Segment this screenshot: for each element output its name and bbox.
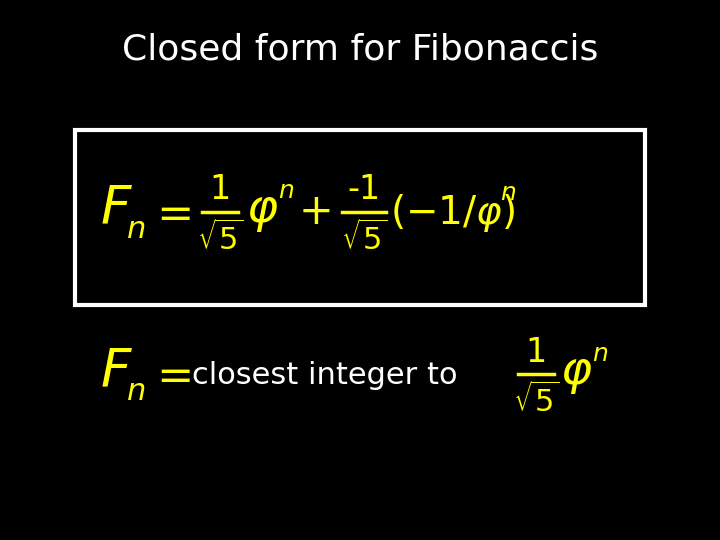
Text: $n$: $n$ [500, 181, 516, 206]
Text: $\sqrt{5}$: $\sqrt{5}$ [341, 219, 387, 255]
Text: $F$: $F$ [100, 346, 133, 398]
Text: $n$: $n$ [592, 342, 608, 366]
Text: 1: 1 [210, 173, 230, 206]
Text: $\varphi$: $\varphi$ [246, 189, 279, 234]
Text: $n$: $n$ [126, 215, 145, 244]
Bar [75, 130, 645, 305]
Text: $=$: $=$ [148, 354, 192, 397]
Text: $(-1/\varphi)$: $(-1/\varphi)$ [390, 192, 515, 234]
Text: $F$: $F$ [100, 184, 133, 235]
Text: closest integer to: closest integer to [192, 361, 457, 390]
Text: $\sqrt{5}$: $\sqrt{5}$ [197, 219, 243, 255]
Text: 1: 1 [526, 335, 546, 368]
Text: $n$: $n$ [126, 377, 145, 407]
Text: $n$: $n$ [278, 179, 294, 204]
Text: Closed form for Fibonaccis: Closed form for Fibonaccis [122, 33, 598, 67]
Text: -1: -1 [347, 173, 381, 206]
Text: $\sqrt{5}$: $\sqrt{5}$ [513, 382, 559, 418]
Text: $\varphi$: $\varphi$ [560, 352, 593, 396]
Text: $+$: $+$ [298, 191, 330, 233]
Text: $=$: $=$ [148, 192, 192, 235]
